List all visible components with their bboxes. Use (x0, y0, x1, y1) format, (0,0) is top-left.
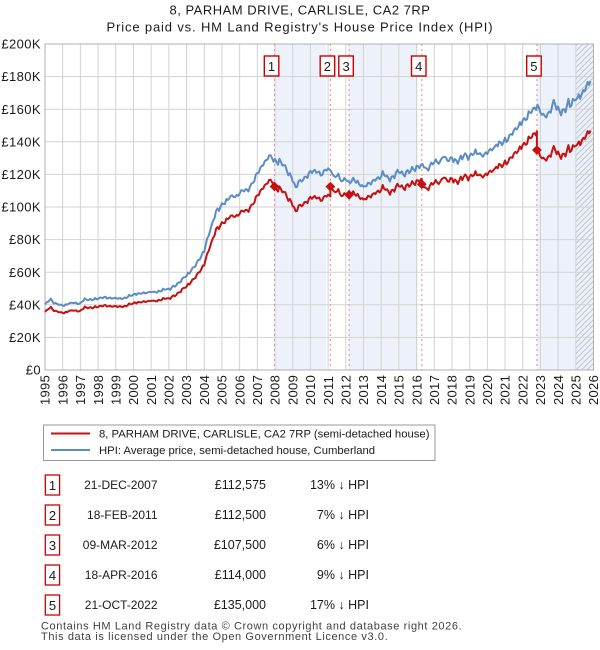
svg-text:17% ↓ HPI: 17% ↓ HPI (310, 598, 369, 612)
svg-text:£20K: £20K (9, 330, 41, 345)
svg-text:2004: 2004 (197, 375, 212, 405)
svg-text:2011: 2011 (321, 376, 336, 405)
svg-text:2013: 2013 (356, 375, 371, 405)
svg-text:4: 4 (49, 568, 56, 583)
svg-text:£180K: £180K (1, 69, 41, 84)
svg-text:£200K: £200K (1, 37, 41, 52)
svg-text:2026: 2026 (586, 375, 600, 405)
svg-text:2008: 2008 (268, 375, 283, 405)
svg-text:2015: 2015 (392, 375, 407, 405)
svg-text:1999: 1999 (109, 375, 124, 405)
svg-text:2007: 2007 (250, 375, 265, 405)
svg-text:2009: 2009 (285, 375, 300, 405)
svg-text:09-MAR-2012: 09-MAR-2012 (83, 538, 158, 552)
svg-text:Contains HM Land Registry data: Contains HM Land Registry data © Crown c… (41, 621, 462, 633)
svg-text:8, PARHAM DRIVE, CARLISLE, CA2: 8, PARHAM DRIVE, CARLISLE, CA2 7RP (semi… (99, 429, 430, 441)
svg-text:2010: 2010 (303, 375, 318, 405)
svg-text:3: 3 (49, 538, 56, 553)
svg-text:£112,575: £112,575 (215, 478, 266, 492)
svg-text:£112,500: £112,500 (215, 508, 266, 522)
svg-text:HPI: Average price, semi-detac: HPI: Average price, semi-detached house,… (99, 445, 375, 457)
svg-text:This data is licensed under th: This data is licensed under the Open Gov… (41, 631, 388, 643)
svg-text:18-FEB-2011: 18-FEB-2011 (87, 508, 158, 522)
svg-text:2019: 2019 (462, 375, 477, 405)
svg-text:2025: 2025 (569, 375, 584, 405)
svg-text:1996: 1996 (55, 375, 70, 405)
svg-text:13% ↓ HPI: 13% ↓ HPI (310, 478, 369, 492)
svg-text:2003: 2003 (179, 375, 194, 405)
svg-text:5: 5 (49, 598, 56, 613)
svg-text:3: 3 (342, 59, 349, 74)
svg-text:2014: 2014 (374, 375, 389, 405)
svg-text:6% ↓ HPI: 6% ↓ HPI (317, 538, 369, 552)
svg-text:8, PARHAM DRIVE, CARLISLE, CA2: 8, PARHAM DRIVE, CARLISLE, CA2 7RP (170, 3, 431, 18)
svg-text:2020: 2020 (480, 375, 495, 405)
svg-text:£0: £0 (26, 363, 41, 378)
svg-text:£80K: £80K (9, 232, 41, 247)
svg-text:£140K: £140K (1, 134, 41, 149)
svg-text:2002: 2002 (162, 375, 177, 405)
svg-text:£160K: £160K (1, 102, 41, 117)
svg-text:2016: 2016 (409, 375, 424, 405)
svg-text:£135,000: £135,000 (214, 598, 266, 612)
svg-text:2: 2 (49, 508, 56, 523)
svg-text:2024: 2024 (551, 375, 566, 405)
svg-text:7% ↓ HPI: 7% ↓ HPI (317, 508, 369, 522)
svg-text:2021: 2021 (498, 375, 513, 405)
svg-text:£114,000: £114,000 (215, 568, 266, 582)
svg-text:2000: 2000 (126, 375, 141, 405)
svg-text:2017: 2017 (427, 375, 442, 405)
svg-text:2006: 2006 (232, 375, 247, 405)
svg-text:2012: 2012 (339, 375, 354, 405)
svg-text:2022: 2022 (515, 375, 530, 405)
svg-text:£100K: £100K (1, 200, 41, 215)
svg-text:9% ↓ HPI: 9% ↓ HPI (317, 568, 369, 582)
svg-text:18-APR-2016: 18-APR-2016 (85, 568, 158, 582)
svg-text:5: 5 (530, 59, 537, 74)
svg-text:£60K: £60K (9, 265, 41, 280)
svg-text:1995: 1995 (38, 375, 53, 405)
svg-text:2018: 2018 (445, 375, 460, 405)
svg-text:1998: 1998 (91, 375, 106, 405)
svg-text:2005: 2005 (215, 375, 230, 405)
svg-text:1: 1 (49, 478, 56, 493)
svg-text:£107,500: £107,500 (214, 538, 266, 552)
svg-text:21-DEC-2007: 21-DEC-2007 (84, 478, 158, 492)
svg-text:1997: 1997 (73, 375, 88, 405)
svg-text:2: 2 (324, 59, 331, 74)
svg-text:2001: 2001 (144, 375, 159, 405)
svg-text:£40K: £40K (9, 297, 41, 312)
svg-text:21-OCT-2022: 21-OCT-2022 (85, 598, 158, 612)
svg-text:2023: 2023 (533, 375, 548, 405)
svg-text:4: 4 (415, 59, 422, 74)
svg-text:£120K: £120K (1, 167, 41, 182)
svg-text:1: 1 (268, 59, 275, 74)
svg-text:Price paid vs. HM Land Registr: Price paid vs. HM Land Registry's House … (107, 20, 494, 35)
